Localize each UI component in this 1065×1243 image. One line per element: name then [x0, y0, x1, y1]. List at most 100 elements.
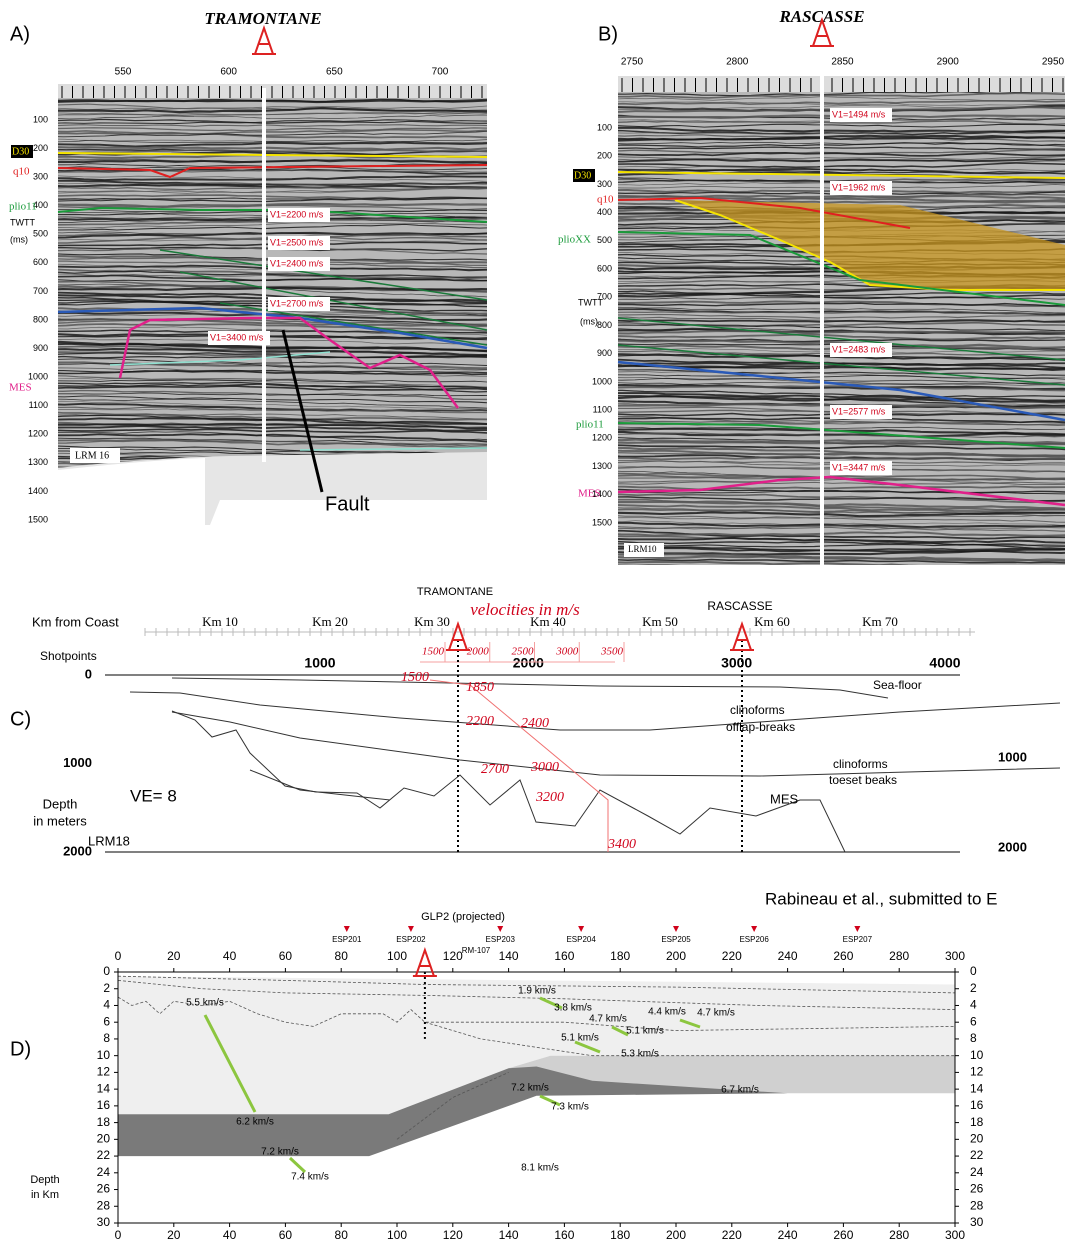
esp-marker	[673, 926, 679, 932]
velocity-label: 5.5 km/s	[186, 998, 224, 1009]
velocity-label: V1=1494 m/s	[832, 109, 886, 119]
line-label: LRM18	[88, 833, 130, 848]
x-tick-label: 260	[833, 1228, 853, 1242]
axis-label: Km from Coast	[32, 614, 119, 629]
horizon	[172, 712, 1060, 776]
y-tick-label: 26	[97, 1182, 111, 1196]
x-tick-label: 0	[115, 1228, 122, 1242]
shotpoint-label: 2900	[937, 57, 960, 68]
esp-marker	[408, 926, 414, 932]
y-tick-label: 8	[970, 1031, 977, 1045]
velocity-label: 8.1 km/s	[521, 1163, 559, 1174]
x-tick-label: 140	[499, 1228, 519, 1242]
axis-label: Shotpoints	[40, 649, 97, 663]
velocity-label: 6.2 km/s	[236, 1117, 274, 1128]
shotpoint-label: 2950	[1042, 57, 1065, 68]
velocity-label: 2400	[521, 716, 549, 731]
site-label: RASCASSE	[707, 599, 772, 613]
horizon	[172, 678, 888, 698]
layer-label: clinoforms	[730, 703, 785, 717]
y-tick-label: 12	[970, 1065, 984, 1079]
horizon-label: D30	[12, 146, 29, 157]
depth-label: 1000	[63, 755, 92, 770]
esp-label: ESP205	[661, 935, 691, 944]
horizon-label: q10	[597, 194, 614, 206]
velocity-label: 5.1 km/s	[626, 1026, 664, 1037]
horizon-label: q10	[13, 166, 30, 178]
twtt-label: 500	[33, 229, 48, 239]
twtt-label: 100	[597, 122, 612, 132]
y-tick-label: 22	[97, 1148, 111, 1162]
velocity-label: 5.3 km/s	[621, 1049, 659, 1060]
axis-label: TWTT	[10, 217, 35, 227]
axis-label: (ms)	[10, 234, 28, 244]
esp-marker	[578, 926, 584, 932]
x-tick-label: 80	[335, 949, 349, 963]
y-tick-label: 30	[970, 1215, 984, 1229]
horizon-label: plio11	[576, 419, 604, 431]
x-tick-label: 240	[778, 949, 798, 963]
twtt-label: 800	[597, 320, 612, 330]
velocity-scale: 3500	[600, 646, 624, 658]
x-tick-label: 0	[115, 949, 122, 963]
y-tick-label: 4	[970, 998, 977, 1012]
velocity-scale: 2500	[512, 646, 535, 658]
layer-label: clinoforms	[833, 757, 888, 771]
panel-letter: C)	[10, 708, 31, 730]
axis-label: Depth	[43, 796, 78, 811]
twtt-label: 1200	[592, 433, 612, 443]
axis-label: in meters	[33, 813, 87, 828]
velocity-scale: 2000	[467, 646, 490, 658]
x-tick-label: 200	[666, 949, 686, 963]
y-tick-label: 6	[103, 1014, 110, 1028]
axis-label: Depth	[30, 1174, 59, 1186]
x-tick-label: 100	[387, 1228, 407, 1242]
line-label: LRM 16	[75, 450, 109, 461]
twtt-label: 1100	[29, 400, 48, 410]
x-tick-label: 220	[722, 1228, 742, 1242]
km-label: Km 50	[642, 614, 678, 629]
y-tick-label: 14	[970, 1081, 984, 1095]
figure: A)TRAMONTANE5506006507001002003004005006…	[0, 0, 1065, 1243]
x-tick-label: 160	[554, 1228, 574, 1242]
depth-label: 0	[85, 666, 92, 681]
velocity-label: V1=2400 m/s	[270, 258, 324, 268]
axis-label: in Km	[31, 1189, 59, 1201]
horizon-label: MES	[578, 488, 601, 500]
y-tick-label: 16	[97, 1098, 111, 1112]
twtt-label: 1500	[28, 514, 48, 524]
velocity-label: 4.4 km/s	[648, 1007, 686, 1018]
x-tick-label: 200	[666, 1228, 686, 1242]
velocity-label: V1=2700 m/s	[270, 298, 324, 308]
x-tick-label: 140	[499, 949, 519, 963]
ve-label: VE= 8	[130, 786, 177, 805]
y-tick-label: 14	[97, 1081, 111, 1095]
y-tick-label: 24	[97, 1165, 111, 1179]
twtt-label: 700	[33, 286, 48, 296]
x-tick-label: 40	[223, 1228, 237, 1242]
km-label: Km 70	[862, 614, 898, 629]
shotpoint-label: 2800	[726, 57, 749, 68]
km-label: Km 30	[414, 614, 450, 629]
horizon	[250, 770, 390, 800]
x-tick-label: 20	[167, 949, 181, 963]
velocity-label: 7.3 km/s	[551, 1102, 589, 1113]
x-tick-label: 120	[443, 1228, 463, 1242]
velocity-label: V1=2577 m/s	[832, 406, 886, 416]
y-tick-label: 2	[970, 981, 977, 995]
y-tick-label: 12	[97, 1065, 111, 1079]
km-label: Km 20	[312, 614, 348, 629]
depth-label: 2000	[998, 839, 1027, 854]
x-tick-label: 260	[833, 949, 853, 963]
twtt-label: 900	[597, 348, 612, 358]
velocity-label: 1500	[401, 670, 429, 685]
x-tick-label: 280	[889, 1228, 909, 1242]
y-tick-label: 18	[970, 1115, 984, 1129]
reflector	[608, 565, 1065, 572]
x-tick-label: 240	[778, 1228, 798, 1242]
x-tick-label: 120	[443, 949, 463, 963]
shotpoint-label: 600	[220, 67, 237, 78]
y-tick-label: 28	[970, 1198, 984, 1212]
layer-label: Sea-floor	[873, 678, 922, 692]
y-tick-label: 24	[970, 1165, 984, 1179]
